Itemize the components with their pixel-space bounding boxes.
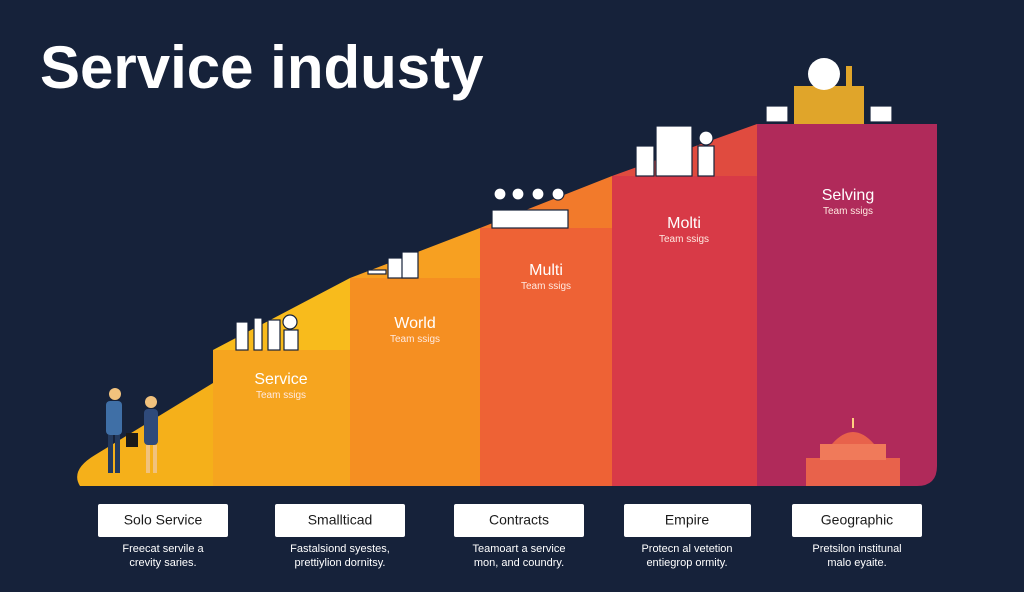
- label-box: [98, 504, 228, 537]
- building-icon: [635, 125, 715, 177]
- step: [612, 176, 757, 486]
- icons: [106, 58, 900, 486]
- step-name: Multi: [529, 262, 563, 279]
- stage-description: mon, and coundry.: [474, 557, 564, 569]
- label-box: [275, 504, 405, 537]
- stage-label: Smallticad: [308, 512, 373, 528]
- stage-label: Solo Service: [124, 512, 203, 528]
- people: [106, 388, 158, 473]
- stage-label: Empire: [665, 512, 710, 528]
- step: [480, 228, 612, 486]
- staircase: [77, 124, 937, 486]
- step-name: Molti: [667, 215, 701, 232]
- label-box: [792, 504, 922, 537]
- stage-label: Geographic: [821, 512, 893, 528]
- label-box: [454, 504, 584, 537]
- office-icon: [367, 251, 419, 279]
- stage-description: Freecat servile a: [122, 543, 204, 555]
- stage-description: Pretsilon institunal: [812, 543, 901, 555]
- stage-description: Protecn al vetetion: [641, 543, 732, 555]
- stage-description: malo eyaite.: [827, 557, 886, 569]
- step: [757, 124, 937, 486]
- team-icon: [235, 314, 299, 351]
- step-subtitle: Team ssigs: [823, 206, 873, 217]
- stage-description: Teamoart a service: [473, 543, 566, 555]
- shop-icon: [491, 187, 569, 229]
- step-subtitle: Team ssigs: [521, 281, 571, 292]
- label-box: [624, 504, 751, 537]
- stage-description: Fastalsiond syestes,: [290, 543, 390, 555]
- step-subtitle: Team ssigs: [390, 334, 440, 345]
- stage-description: prettiylion dornitsy.: [295, 557, 386, 569]
- step-name: Selving: [822, 187, 874, 204]
- title: Service industy: [40, 34, 484, 101]
- step-name: World: [394, 315, 436, 332]
- stage-description: entiegrop ormity.: [646, 557, 727, 569]
- landmark-icon: [806, 418, 900, 486]
- step-name: Service: [254, 371, 307, 388]
- step-subtitle: Team ssigs: [659, 234, 709, 245]
- step: [350, 278, 480, 486]
- step: [213, 350, 350, 486]
- stage-description: crevity saries.: [129, 557, 196, 569]
- palace-icon: [765, 58, 893, 124]
- step-captions: Service Team ssigs World Team ssigs Mult…: [254, 187, 874, 401]
- stage-labels: Solo Service Smallticad Contracts Empire…: [98, 504, 922, 569]
- step-subtitle: Team ssigs: [256, 390, 306, 401]
- stage-label: Contracts: [489, 512, 549, 528]
